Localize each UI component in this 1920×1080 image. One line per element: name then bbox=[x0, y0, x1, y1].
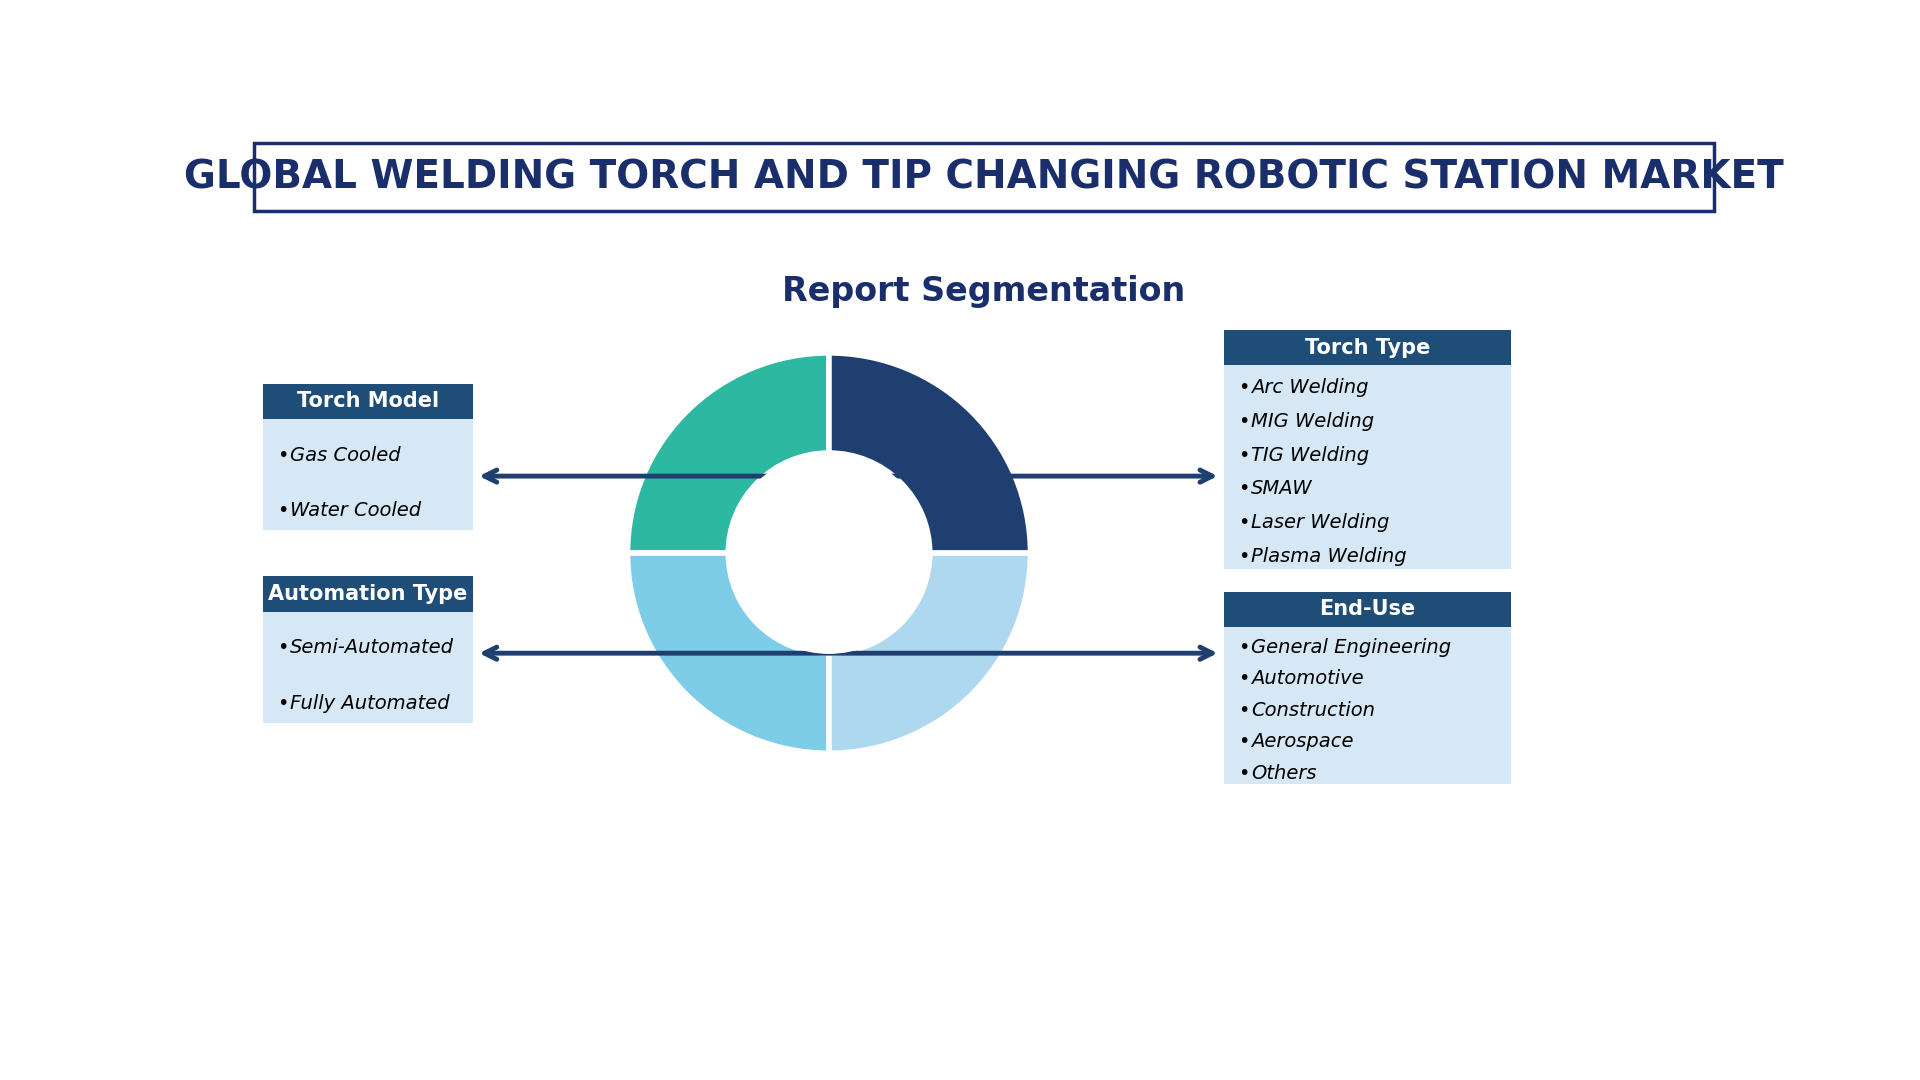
FancyBboxPatch shape bbox=[1225, 627, 1511, 784]
Wedge shape bbox=[628, 353, 829, 553]
Text: Automotive: Automotive bbox=[1252, 670, 1363, 688]
Text: •: • bbox=[1238, 446, 1250, 464]
Text: General Engineering: General Engineering bbox=[1252, 638, 1452, 657]
Text: Automation Type: Automation Type bbox=[269, 584, 468, 604]
FancyBboxPatch shape bbox=[263, 383, 472, 419]
Text: Water Cooled: Water Cooled bbox=[290, 501, 422, 521]
Text: GLOBAL WELDING TORCH AND TIP CHANGING ROBOTIC STATION MARKET: GLOBAL WELDING TORCH AND TIP CHANGING RO… bbox=[184, 159, 1784, 197]
Text: Torch Model: Torch Model bbox=[298, 391, 440, 411]
Text: Aerospace: Aerospace bbox=[1252, 732, 1354, 752]
Text: Fully Automated: Fully Automated bbox=[290, 693, 449, 713]
FancyBboxPatch shape bbox=[263, 577, 472, 611]
Wedge shape bbox=[829, 353, 1031, 553]
FancyBboxPatch shape bbox=[263, 611, 472, 723]
Text: •: • bbox=[1238, 548, 1250, 566]
FancyBboxPatch shape bbox=[1225, 365, 1511, 568]
Wedge shape bbox=[628, 553, 829, 754]
FancyBboxPatch shape bbox=[1225, 592, 1511, 627]
Text: •: • bbox=[1238, 670, 1250, 688]
Text: •: • bbox=[276, 693, 288, 713]
Text: •: • bbox=[1238, 378, 1250, 396]
Text: End-Use: End-Use bbox=[1319, 599, 1415, 619]
Text: Torch Type: Torch Type bbox=[1306, 338, 1430, 357]
Text: •: • bbox=[1238, 638, 1250, 657]
Text: Arc Welding: Arc Welding bbox=[1252, 378, 1369, 396]
Circle shape bbox=[728, 453, 929, 653]
Text: TIG Welding: TIG Welding bbox=[1252, 446, 1369, 464]
Text: MIG Welding: MIG Welding bbox=[1252, 411, 1375, 431]
FancyBboxPatch shape bbox=[253, 144, 1715, 212]
Text: •: • bbox=[1238, 701, 1250, 719]
Text: •: • bbox=[1238, 732, 1250, 752]
Text: SMAW: SMAW bbox=[1252, 480, 1313, 498]
Text: Report Segmentation: Report Segmentation bbox=[781, 274, 1187, 308]
Text: Others: Others bbox=[1252, 764, 1317, 783]
Text: Plasma Welding: Plasma Welding bbox=[1252, 548, 1407, 566]
Text: •: • bbox=[1238, 764, 1250, 783]
Text: Laser Welding: Laser Welding bbox=[1252, 513, 1390, 532]
Wedge shape bbox=[829, 553, 1031, 754]
Text: •: • bbox=[1238, 513, 1250, 532]
Text: •: • bbox=[276, 638, 288, 657]
Text: •: • bbox=[276, 446, 288, 464]
Text: Construction: Construction bbox=[1252, 701, 1375, 719]
Text: Gas Cooled: Gas Cooled bbox=[290, 446, 401, 464]
Text: •: • bbox=[276, 501, 288, 521]
FancyBboxPatch shape bbox=[1225, 329, 1511, 365]
Text: •: • bbox=[1238, 480, 1250, 498]
FancyBboxPatch shape bbox=[263, 419, 472, 530]
Text: Semi-Automated: Semi-Automated bbox=[290, 638, 455, 657]
Text: •: • bbox=[1238, 411, 1250, 431]
